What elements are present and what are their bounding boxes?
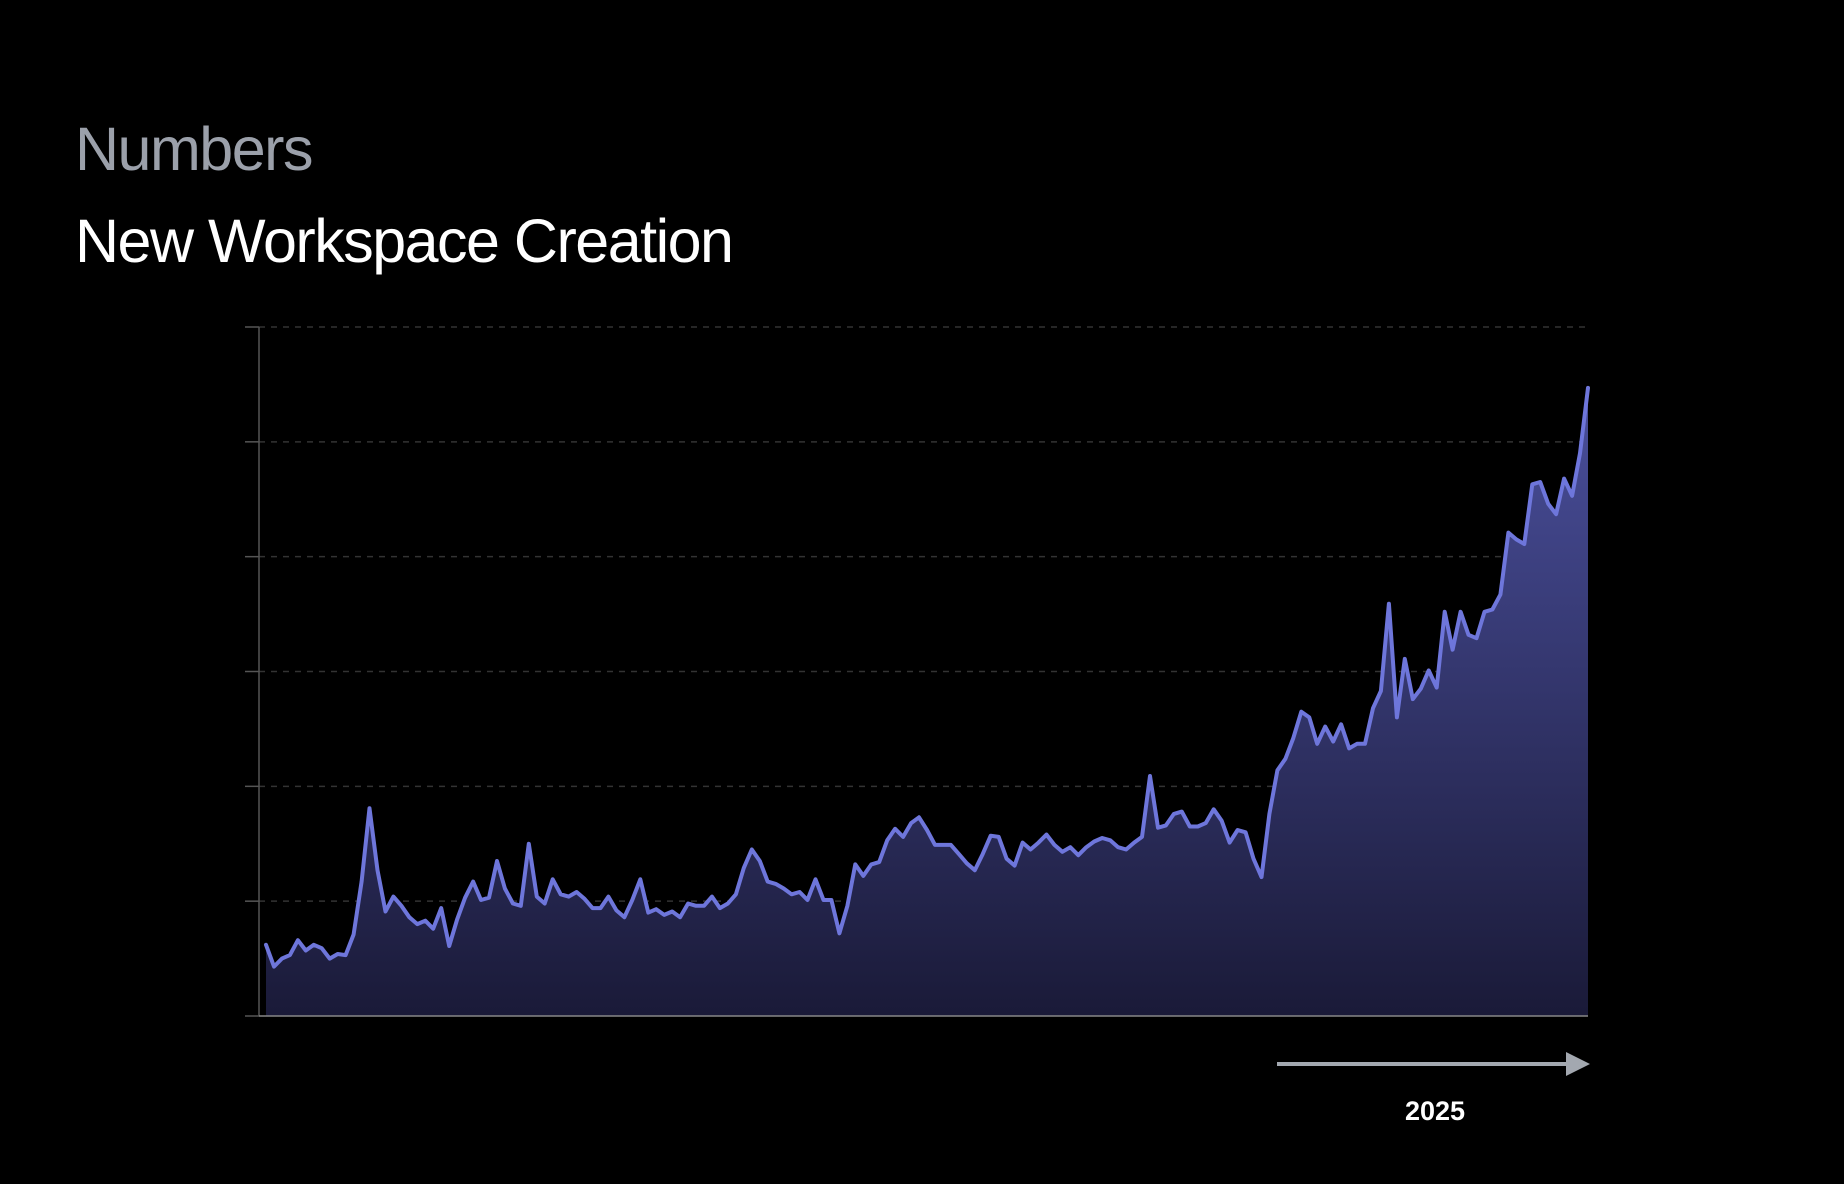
annotation: 2025: [1405, 1096, 1465, 1126]
arrow-head: [1566, 1052, 1590, 1076]
line: [264, 385, 1590, 969]
chart-title: New Workspace Creation: [75, 207, 732, 275]
supertitle: Numbers: [75, 115, 312, 183]
area: [266, 387, 1588, 1016]
